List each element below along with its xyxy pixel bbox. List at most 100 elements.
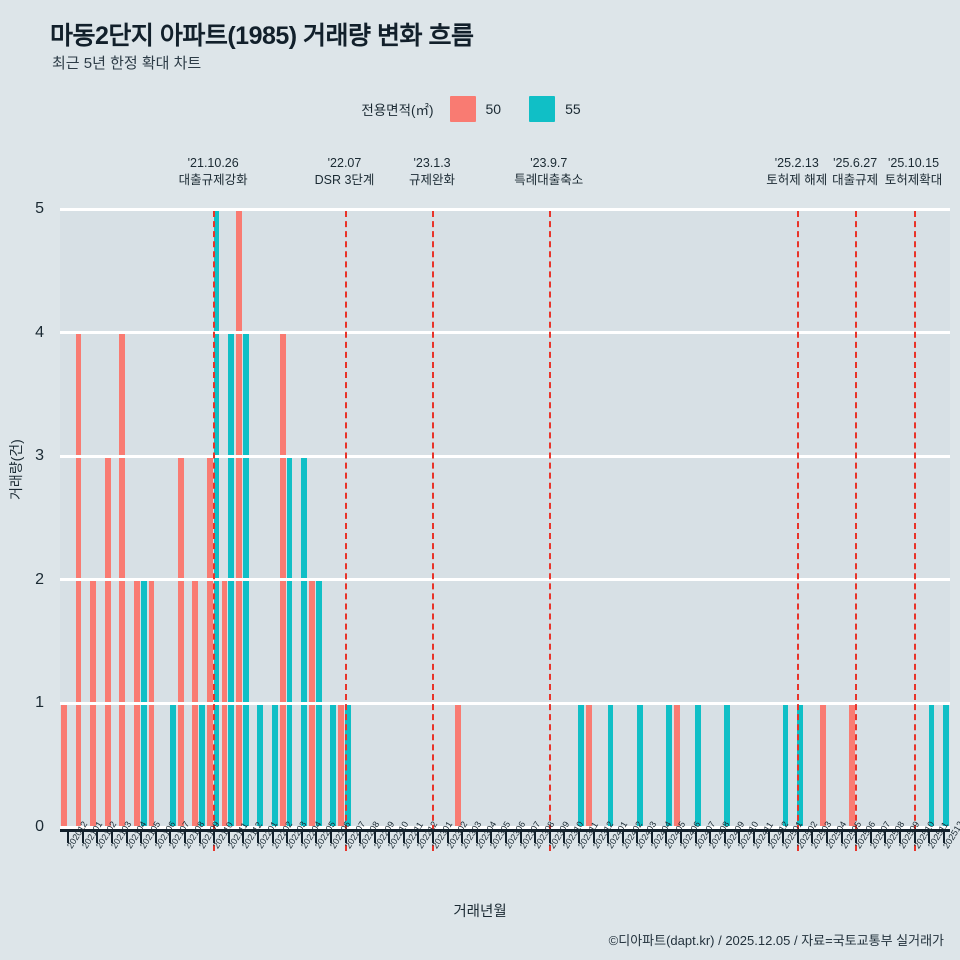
x-axis-title: 거래년월 [453, 904, 507, 920]
bar-50-202506 [848, 703, 855, 827]
x-tick [111, 832, 114, 843]
x-tick [548, 832, 551, 843]
bar-50-202312 [586, 703, 593, 827]
x-tick [344, 832, 347, 843]
page-title: 마동2단지 아파트(1985) 거래량 변화 흐름 [50, 22, 474, 50]
bar-55-202512 [943, 703, 949, 827]
legend: 전용면적(㎡) 50 55 [0, 96, 960, 122]
bar-55-202110 [213, 209, 220, 827]
legend-swatch-55 [529, 96, 556, 122]
x-tick [169, 832, 172, 843]
bar-55-202204 [301, 456, 307, 827]
event-annotation-202207: '22.07 DSR 3단계 [315, 155, 375, 189]
bar-55-202311 [578, 703, 585, 827]
x-tick [709, 832, 712, 843]
event-annotation-202110: '21.10.26 대출규제강화 [179, 155, 248, 189]
x-axis-line [60, 829, 950, 832]
x-tick [227, 832, 230, 843]
event-title: 토허제 해제 [766, 172, 828, 187]
legend-swatch-50 [449, 96, 476, 122]
x-tick [869, 832, 872, 843]
y-tick-label: 2 [35, 570, 44, 588]
event-title: 토허제확대 [884, 172, 943, 187]
x-tick [432, 832, 435, 843]
gridline [60, 701, 950, 705]
gridline [60, 578, 950, 582]
event-annotation-202506: '25.6.27 대출규제 [832, 155, 878, 189]
y-tick-label: 1 [35, 694, 44, 712]
gridline [60, 207, 950, 211]
bar-50-202504 [819, 703, 826, 827]
gridline [60, 454, 950, 458]
x-tick [373, 832, 376, 843]
event-title: 대출규제 [832, 172, 879, 187]
bar-50-202303 [454, 703, 461, 827]
x-tick [300, 832, 303, 843]
bar-50-202110 [206, 456, 213, 827]
x-tick [461, 832, 464, 843]
bar-55-202107 [169, 703, 176, 827]
x-tick [286, 832, 289, 843]
x-tick [665, 832, 668, 843]
event-date: '25.10.15 [887, 156, 940, 170]
bar-55-202501 [782, 703, 789, 827]
y-tick-label: 4 [35, 323, 44, 341]
x-tick [928, 832, 931, 843]
bar-55-202207 [344, 703, 351, 827]
x-tick [942, 832, 945, 843]
x-tick [592, 832, 595, 843]
x-tick [388, 832, 391, 843]
bar-50-202406 [673, 703, 680, 827]
x-tick [402, 832, 405, 843]
x-tick [723, 832, 726, 843]
event-date: '21.10.26 [187, 156, 239, 170]
x-tick [694, 832, 697, 843]
bar-55-202109 [199, 703, 205, 827]
event-date: '23.1.3 [413, 156, 451, 170]
event-date: '23.9.7 [530, 156, 568, 170]
y-tick-label: 0 [35, 818, 44, 835]
bar-55-202511 [928, 703, 935, 827]
bar-50-202108 [177, 456, 184, 827]
y-tick-label: 5 [35, 200, 44, 217]
x-tick [796, 832, 799, 843]
x-tick [315, 832, 318, 843]
event-date: '22.07 [327, 156, 362, 170]
event-title: 특례대출축소 [514, 172, 584, 187]
x-tick [490, 832, 493, 843]
x-tick [446, 832, 449, 843]
x-tick [840, 832, 843, 843]
y-tick-label: 3 [35, 447, 44, 465]
x-tick [738, 832, 741, 843]
x-tick [519, 832, 522, 843]
x-tick [81, 832, 84, 843]
x-tick [650, 832, 653, 843]
x-tick [125, 832, 128, 843]
x-tick [359, 832, 362, 843]
x-axis-tick-labels: 202012 202101 202102 202103 202104 202105 2021… [60, 820, 960, 900]
event-date: '25.2.13 [774, 156, 819, 170]
bar-50-202103 [104, 456, 111, 827]
x-tick [96, 832, 99, 843]
x-tick [67, 832, 70, 843]
event-title: 대출규제강화 [178, 172, 248, 187]
event-annotation-202301: '23.1.3 규제완화 [409, 155, 455, 189]
gridline [60, 825, 950, 829]
event-title: 규제완화 [409, 172, 456, 187]
bar-55-202407 [695, 703, 701, 827]
bar-55-202401 [607, 703, 614, 827]
bar-55-202409 [724, 703, 731, 827]
x-tick [213, 832, 216, 843]
plot-area [60, 207, 950, 829]
x-tick [256, 832, 259, 843]
bar-55-202403 [636, 703, 643, 827]
x-tick [475, 832, 478, 843]
bar-55-202201 [257, 703, 264, 827]
x-tick [855, 832, 858, 843]
bar-50-202012 [61, 703, 67, 827]
bar-55-202405 [665, 703, 672, 827]
bar-55-202202 [271, 703, 278, 827]
x-tick [329, 832, 332, 843]
y-axis-tick-labels: 0 1 2 3 4 5 [0, 200, 52, 835]
